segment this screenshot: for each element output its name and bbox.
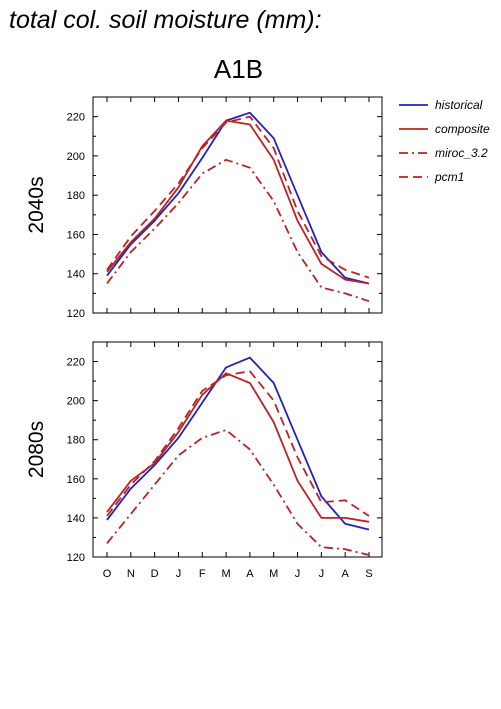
- x-tick-label: F: [199, 568, 206, 580]
- legend-label: pcm1: [434, 170, 464, 184]
- x-tick-label: J: [319, 568, 325, 580]
- legend-label: historical: [435, 98, 483, 112]
- x-tick-label: N: [127, 568, 135, 580]
- y-tick-label: 120: [67, 552, 85, 564]
- panel-label: 2080s: [25, 421, 48, 478]
- legend-label: miroc_3.2: [435, 146, 488, 160]
- y-tick-label: 160: [67, 229, 85, 241]
- y-tick-label: 140: [67, 513, 85, 525]
- y-tick-label: 200: [67, 151, 85, 163]
- x-tick-label: A: [342, 568, 350, 580]
- y-tick-label: 220: [67, 357, 85, 369]
- plot-frame: [92, 341, 383, 558]
- y-tick-label: 200: [67, 396, 85, 408]
- series-line-miroc-3-2: [106, 429, 370, 556]
- panel-2080s: 120 140 160 180 200 220 O N D J F M A M J J A S 2080s: [25, 341, 383, 580]
- y-tick-label: 120: [67, 308, 85, 320]
- x-tick-label: J: [295, 568, 301, 580]
- x-tick-label: M: [269, 568, 278, 580]
- figure-title: total col. soil moisture (mm):: [9, 6, 322, 34]
- series-line-composite: [106, 372, 370, 523]
- series-line-pcm1: [106, 370, 370, 517]
- y-tick-label: 140: [67, 269, 85, 281]
- panel-label: 2040s: [25, 176, 48, 233]
- panel-2040s: 120 140 160 180 200 220 2040s: [25, 96, 383, 320]
- legend-label: composite: [435, 122, 490, 136]
- series-line-composite: [106, 119, 370, 285]
- x-tick-label: D: [151, 568, 159, 580]
- x-tick-label: J: [176, 568, 182, 580]
- plot-frame: [92, 96, 383, 314]
- series-line-pcm1: [106, 115, 370, 279]
- legend: historical composite miroc_3.2 pcm1: [399, 98, 490, 184]
- scenario-title: A1B: [213, 54, 264, 84]
- y-tick-label: 180: [67, 435, 85, 447]
- y-tick-label: 180: [67, 190, 85, 202]
- series-line-historical: [106, 111, 370, 285]
- x-tick-label: M: [222, 568, 231, 580]
- series-line-historical: [106, 356, 370, 531]
- x-tick-label: S: [365, 568, 372, 580]
- x-tick-label: O: [103, 568, 112, 580]
- series-line-miroc-3-2: [106, 158, 370, 303]
- x-tick-label: A: [246, 568, 254, 580]
- y-tick-label: 220: [67, 112, 85, 124]
- y-tick-label: 160: [67, 474, 85, 486]
